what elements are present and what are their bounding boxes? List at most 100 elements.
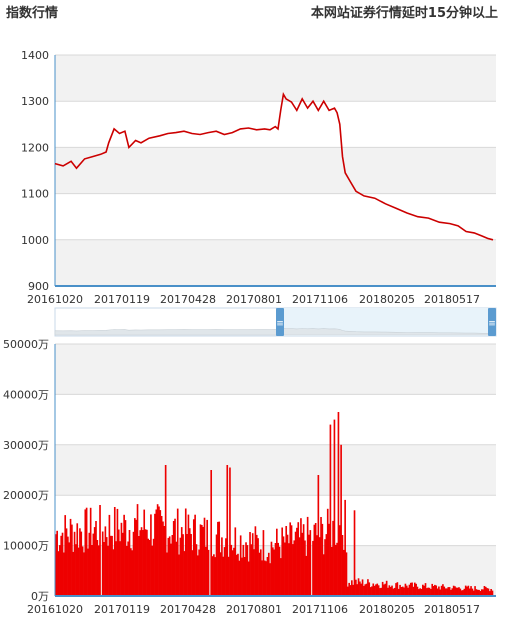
price-x-tick: 20180517 xyxy=(424,293,480,306)
volume-bar xyxy=(349,585,352,596)
volume-bar xyxy=(397,588,400,596)
volume-bar xyxy=(230,544,233,596)
volume-bar xyxy=(442,584,444,596)
volume-bar xyxy=(71,524,73,596)
volume-bar xyxy=(93,527,96,596)
volume-bar xyxy=(282,536,285,596)
volume-bar xyxy=(391,585,393,596)
price-x-tick: 20170801 xyxy=(226,293,282,306)
page-title: 指数行情 xyxy=(6,6,59,21)
volume-panel: 50000万 40000万 30000万 20000万 10000万 0万 2016102… xyxy=(3,338,496,616)
volume-x-tick: 20170428 xyxy=(160,603,216,616)
price-panel: 1400 1300 1200 1100 1000 900 20161020 20170119… xyxy=(21,49,496,306)
volume-bar xyxy=(430,589,432,596)
volume-bar xyxy=(174,518,176,596)
price-band xyxy=(55,147,496,194)
volume-bar xyxy=(472,590,475,596)
volume-bar xyxy=(369,587,372,596)
volume-y-tick: 40000万 xyxy=(3,388,49,401)
volume-bar xyxy=(95,521,97,596)
volume-bar xyxy=(271,547,274,596)
volume-bar xyxy=(207,549,210,596)
volume-bar xyxy=(451,588,454,596)
range-navigator[interactable]: ≡ ≡ xyxy=(54,307,497,337)
volume-bar xyxy=(459,588,462,596)
volume-bar xyxy=(467,585,470,596)
volume-bar xyxy=(444,588,447,596)
volume-bar xyxy=(285,526,288,596)
volume-bar xyxy=(443,586,446,596)
volume-bar xyxy=(427,587,430,596)
volume-bar xyxy=(320,517,322,596)
volume-x-tick: 20180517 xyxy=(424,603,480,616)
volume-bar xyxy=(239,535,242,596)
volume-bar xyxy=(246,545,249,596)
volume-bar xyxy=(72,551,75,596)
volume-bar xyxy=(92,533,95,596)
volume-bar xyxy=(486,588,488,596)
volume-bar xyxy=(115,541,117,596)
navigator-left-handle[interactable]: ≡ xyxy=(276,308,284,336)
volume-bar xyxy=(57,551,60,596)
volume-bar xyxy=(262,530,265,596)
volume-bar xyxy=(89,507,92,596)
volume-bar xyxy=(125,546,128,596)
volume-bar xyxy=(483,586,486,596)
volume-bar xyxy=(139,530,142,596)
volume-bar xyxy=(422,584,424,596)
volume-bar xyxy=(198,549,200,596)
volume-bar xyxy=(475,589,478,596)
volume-bar xyxy=(317,475,320,596)
volume-bar xyxy=(160,516,163,596)
volume-bar xyxy=(426,588,428,596)
volume-bar xyxy=(365,583,368,596)
volume-bar xyxy=(159,510,162,596)
volume-bar xyxy=(186,534,188,596)
volume-bar xyxy=(81,546,84,596)
volume-bar xyxy=(136,504,139,596)
volume-bar xyxy=(205,546,207,596)
volume-bar xyxy=(440,585,443,596)
volume-bar xyxy=(143,509,146,596)
volume-bar xyxy=(127,541,129,596)
volume-bar xyxy=(278,546,281,596)
volume-bar xyxy=(326,508,329,596)
volume-bar xyxy=(434,584,436,596)
navigator-right-handle[interactable]: ≡ xyxy=(488,308,496,336)
volume-bar xyxy=(395,583,397,596)
volume-bar xyxy=(488,591,491,596)
volume-bar xyxy=(156,504,159,596)
volume-bar xyxy=(99,505,101,596)
volume-bar xyxy=(301,532,304,596)
volume-bar xyxy=(371,586,373,596)
volume-bar xyxy=(375,584,377,596)
volume-bar xyxy=(330,546,333,596)
price-series-line xyxy=(54,91,494,241)
volume-bar xyxy=(170,543,172,596)
volume-bar xyxy=(356,584,359,596)
volume-bar xyxy=(372,583,375,596)
volume-bar xyxy=(142,530,144,596)
volume-bar xyxy=(309,530,312,596)
volume-bar xyxy=(87,548,89,596)
volume-bar xyxy=(59,545,61,596)
volume-bar xyxy=(424,583,427,596)
volume-bar xyxy=(400,587,403,596)
volume-bar xyxy=(474,586,476,596)
volume-bar xyxy=(480,589,483,596)
volume-bar xyxy=(380,587,383,596)
volume-bar xyxy=(245,542,247,596)
volume-bar xyxy=(412,586,415,596)
volume-bar xyxy=(61,532,64,596)
volume-bar xyxy=(210,470,213,596)
volume-bar xyxy=(276,528,278,596)
price-x-tick: 20180205 xyxy=(359,293,415,306)
volume-bar xyxy=(357,578,360,596)
volume-bar xyxy=(344,499,346,596)
volume-bar xyxy=(65,528,68,596)
volume-bar xyxy=(140,527,143,596)
volume-bar xyxy=(355,579,357,596)
price-x-tick: 20170428 xyxy=(160,293,216,306)
volume-bar xyxy=(399,584,401,596)
volume-bar xyxy=(308,534,310,596)
